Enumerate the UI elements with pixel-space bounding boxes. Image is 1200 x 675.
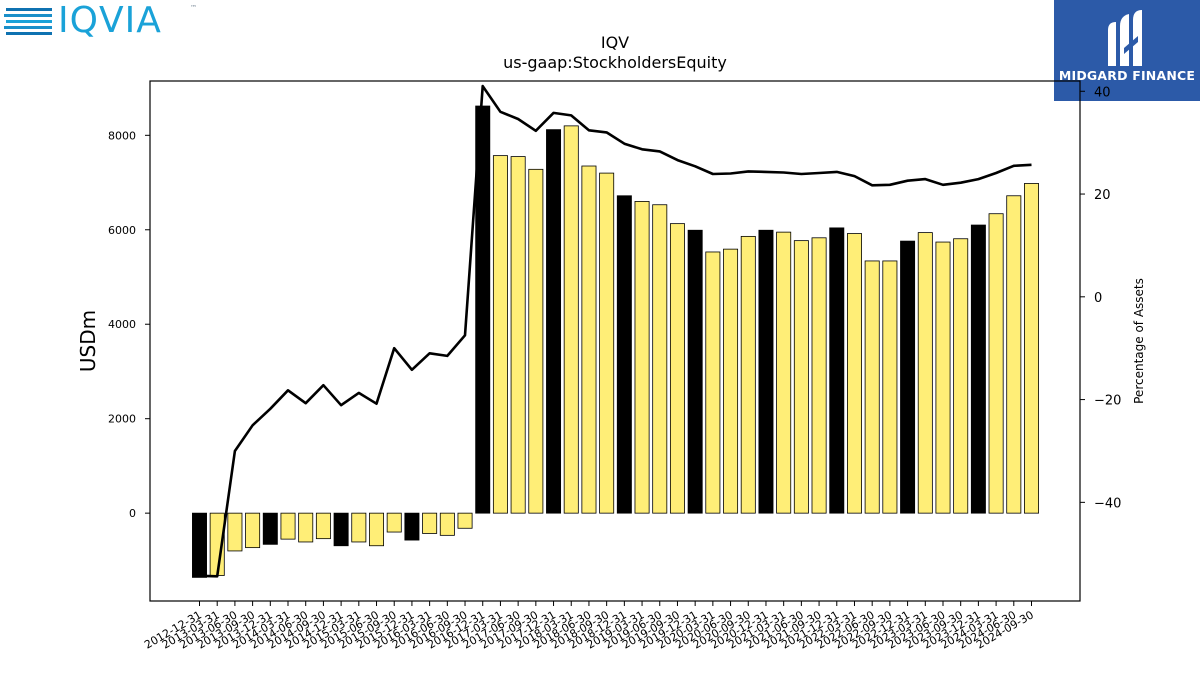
bar-2019-09-30	[669, 223, 685, 514]
bar-2018-03-31	[563, 125, 579, 514]
bar-2022-09-30	[882, 260, 898, 514]
y2-tick-label: 40	[1094, 85, 1111, 100]
bar-2020-09-30	[740, 235, 756, 514]
bar-2021-06-30	[793, 240, 809, 514]
y2-axis-label: Percentage of Assets	[1132, 278, 1146, 404]
bar-2021-03-31	[776, 231, 792, 514]
left-axis: 0 2000 4000 6000 8000	[108, 129, 150, 520]
bar-2013-12-31	[262, 512, 278, 545]
plot-frame	[149, 80, 1081, 602]
bar-2015-06-30	[369, 512, 385, 547]
midgard-brand-name: MIDGARD FINANCE	[1058, 68, 1196, 83]
bar-2024-06-30	[1006, 195, 1022, 514]
bar-2016-12-31	[475, 105, 491, 514]
bar-2023-12-31	[970, 224, 986, 514]
right-axis: −40 −20 0 20 40	[1080, 85, 1121, 511]
bar-series	[192, 105, 1039, 578]
bar-2017-12-31	[546, 129, 562, 514]
y2-tick-label: −40	[1094, 496, 1121, 511]
y-tick-label: 6000	[108, 224, 136, 237]
bar-2012-12-31	[192, 512, 207, 578]
iqvia-wordmark: IQVIA	[58, 0, 162, 41]
bar-2016-06-30	[439, 512, 455, 536]
bar-2023-03-31	[917, 232, 933, 514]
y-tick-label: 0	[129, 507, 136, 520]
bar-2014-09-30	[315, 512, 331, 540]
bar-2021-12-31	[829, 227, 845, 514]
bar-2015-12-31	[404, 512, 420, 541]
bar-2019-06-30	[652, 204, 668, 514]
bar-2021-09-30	[811, 237, 827, 514]
bar-2018-09-30	[599, 172, 615, 514]
bar-2017-09-30	[528, 168, 544, 514]
bar-2014-12-31	[333, 512, 349, 547]
iqvia-stripes-icon	[4, 8, 52, 35]
bar-2020-06-30	[723, 248, 739, 514]
iqvia-trademark: ™	[190, 4, 197, 12]
y-tick-label: 2000	[108, 413, 136, 426]
assets-percentage-line	[199, 84, 1032, 578]
bar-2018-12-31	[616, 195, 632, 514]
y2-tick-label: −20	[1094, 394, 1121, 409]
bar-2024-09-30	[1024, 183, 1039, 514]
bar-2016-03-31	[422, 512, 438, 534]
chart-title: IQV	[601, 33, 629, 52]
bar-2022-06-30	[864, 260, 880, 514]
bar-2022-12-31	[900, 240, 916, 514]
x-axis: 2012-12-312013-03-312013-06-302013-09-30…	[142, 601, 1036, 652]
bar-2023-06-30	[935, 241, 951, 514]
bar-2014-06-30	[298, 512, 314, 543]
chart-subtitle: us-gaap:StockholdersEquity	[503, 53, 727, 72]
line-series	[199, 84, 1032, 578]
bar-2014-03-31	[280, 512, 296, 540]
bar-2016-09-30	[457, 512, 473, 529]
iqvia-logo: IQVIA ™	[4, 0, 204, 42]
bar-2020-12-31	[758, 229, 774, 514]
y2-tick-label: 20	[1094, 188, 1111, 203]
bar-2017-03-31	[492, 155, 508, 514]
y-tick-label: 4000	[108, 318, 136, 331]
bar-2015-03-31	[351, 512, 367, 543]
midgard-monogram-icon	[1108, 10, 1142, 66]
y2-tick-label: 0	[1094, 291, 1102, 306]
bar-2024-03-31	[988, 213, 1004, 514]
bar-2019-12-31	[687, 229, 703, 514]
bar-2022-03-31	[846, 233, 862, 514]
y-axis-label: USDm	[76, 310, 100, 372]
bar-2013-09-30	[245, 512, 261, 549]
bar-2019-03-31	[634, 201, 650, 514]
y-tick-label: 8000	[108, 129, 136, 142]
midgard-finance-logo: MIDGARD FINANCE	[1054, 0, 1200, 101]
bar-2013-06-30	[227, 512, 243, 552]
bar-2020-03-31	[705, 251, 721, 514]
bar-2023-09-30	[953, 238, 969, 514]
bar-2018-06-30	[581, 165, 597, 514]
bar-2017-06-30	[510, 156, 526, 514]
bar-2015-09-30	[386, 512, 402, 533]
